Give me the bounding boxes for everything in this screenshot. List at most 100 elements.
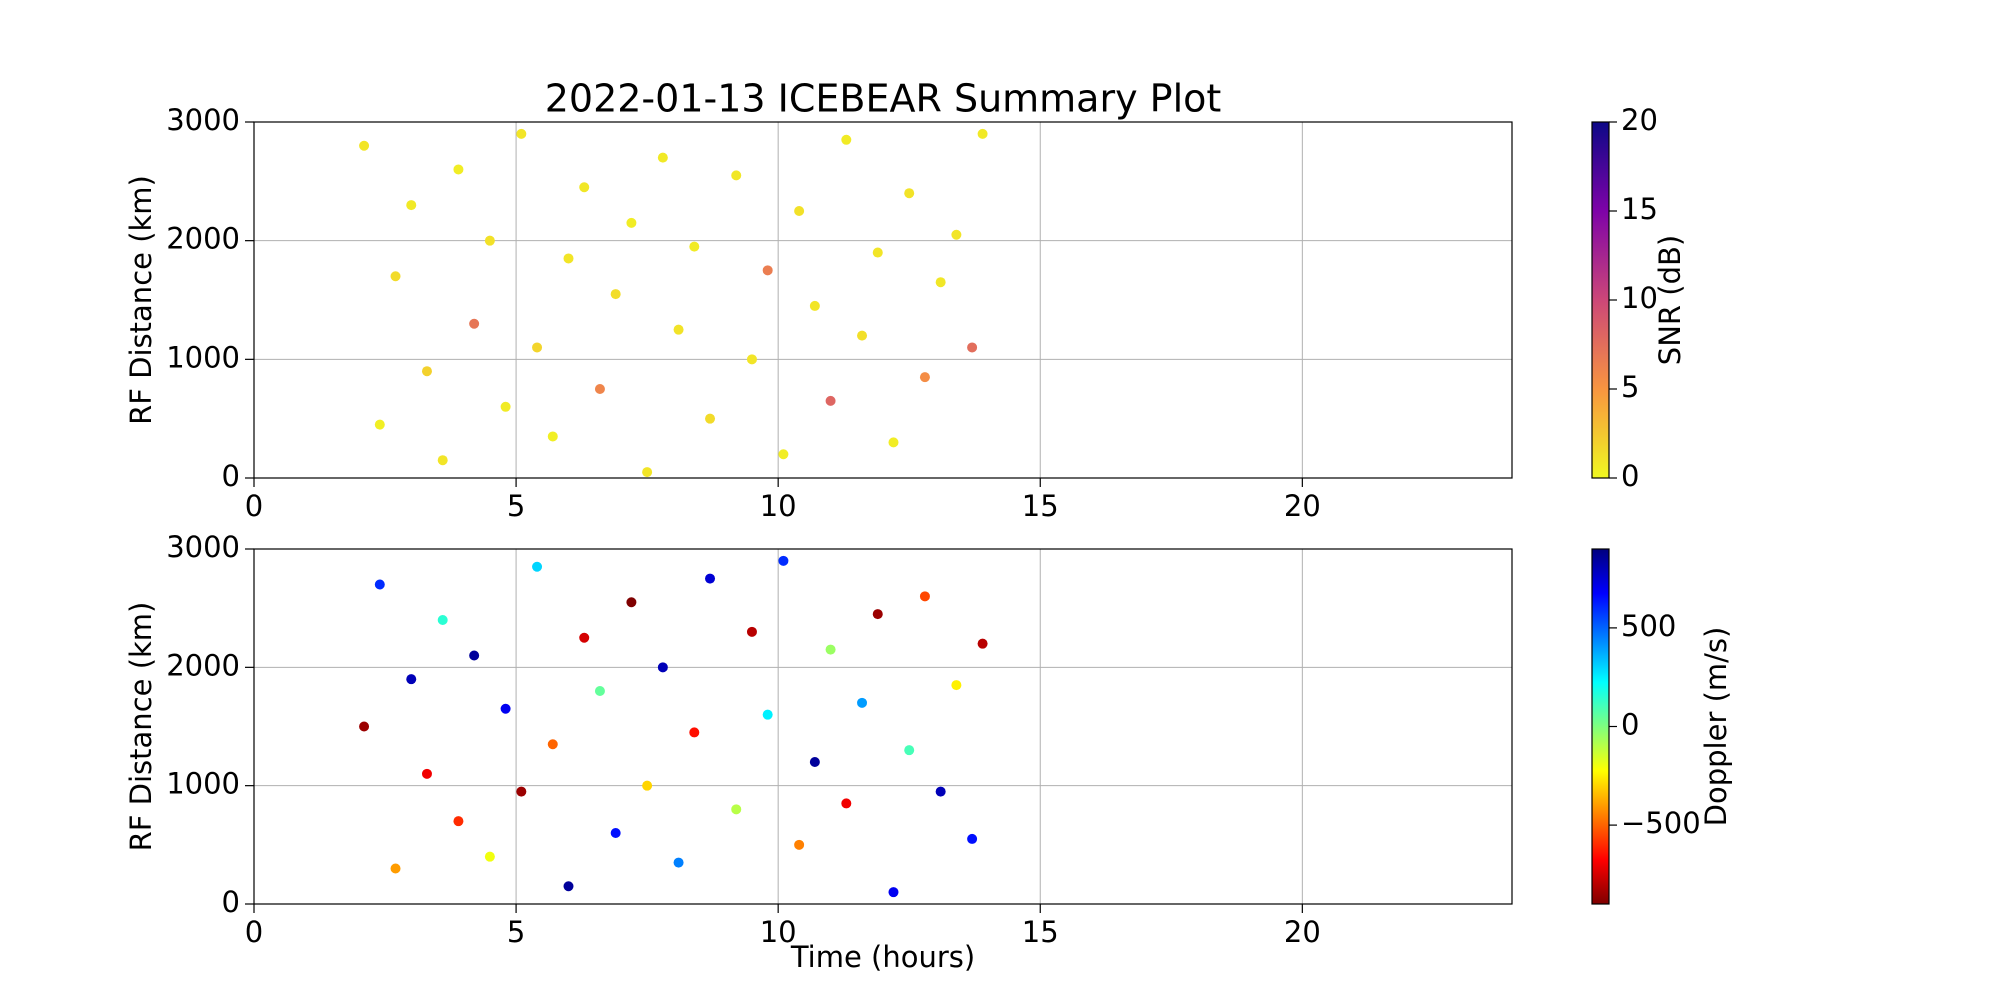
point (547, 431, 558, 442)
y-tick-label: 0 (222, 459, 240, 493)
point (469, 318, 480, 329)
point (579, 182, 590, 193)
colorbar-tick-label: −500 (1621, 806, 1701, 840)
point (857, 330, 868, 341)
point (794, 206, 805, 216)
point (935, 786, 946, 797)
y-tick-label: 1000 (166, 767, 240, 801)
y-tick-label: 3000 (166, 530, 240, 564)
colorbar (1591, 121, 1610, 479)
y-tick-label: 0 (222, 885, 240, 919)
plot-frame (253, 121, 1513, 479)
point (516, 786, 527, 797)
point (390, 863, 401, 874)
point (626, 217, 637, 228)
point (919, 372, 930, 383)
y-axis-label: RF Distance (km) (124, 175, 158, 425)
point (705, 413, 716, 424)
point (453, 816, 464, 827)
point (673, 857, 684, 868)
point (809, 300, 820, 311)
point (673, 324, 684, 335)
point (762, 265, 773, 276)
colorbar-tick-label: 15 (1621, 192, 1658, 226)
point (469, 650, 480, 661)
point (888, 887, 899, 898)
point (406, 200, 417, 211)
point (825, 395, 836, 406)
colorbar-label: Doppler (m/s) (1699, 627, 1733, 827)
x-tick-label: 20 (1284, 915, 1321, 949)
point (872, 247, 883, 258)
point (421, 366, 432, 377)
point (359, 140, 370, 151)
x-tick-label: 10 (760, 489, 797, 523)
point (919, 591, 930, 602)
point (731, 170, 742, 181)
point (689, 727, 700, 738)
point (563, 253, 574, 264)
point (904, 745, 915, 756)
point (977, 638, 988, 649)
point (778, 555, 789, 566)
point (841, 134, 852, 145)
point (888, 437, 899, 448)
plot-frame (253, 548, 1513, 905)
x-tick-label: 20 (1284, 489, 1321, 523)
x-tick-label: 5 (507, 915, 525, 949)
point (967, 342, 978, 353)
point (809, 757, 820, 767)
x-axis-label: Time (hours) (790, 940, 975, 974)
point (746, 354, 757, 365)
point (825, 644, 836, 655)
point (657, 152, 668, 163)
y-tick-label: 3000 (166, 103, 240, 137)
colorbar-tick-label: 5 (1621, 370, 1639, 404)
point (484, 235, 495, 246)
point (642, 780, 653, 791)
point (390, 271, 401, 282)
colorbar-tick-label: 0 (1621, 459, 1639, 493)
point (532, 561, 543, 572)
point (594, 384, 605, 394)
point (453, 164, 464, 175)
x-tick-label: 15 (1022, 489, 1059, 523)
point (406, 674, 417, 685)
point (977, 128, 988, 139)
x-tick-label: 0 (245, 915, 263, 949)
point (746, 626, 757, 637)
point (857, 697, 868, 708)
colorbar-tick-label: 20 (1621, 103, 1658, 137)
y-tick-label: 1000 (166, 340, 240, 374)
x-tick-label: 10 (760, 915, 797, 949)
point (594, 686, 605, 696)
point (794, 839, 805, 850)
point (516, 128, 527, 139)
x-tick-label: 15 (1022, 915, 1059, 949)
point (421, 768, 432, 779)
point (778, 449, 789, 460)
point (374, 579, 385, 590)
point (657, 662, 668, 673)
x-tick-label: 0 (245, 489, 263, 523)
point (904, 188, 915, 199)
point (579, 632, 590, 643)
point (500, 703, 511, 714)
colorbar-tick-label: 500 (1621, 609, 1676, 643)
point (547, 739, 558, 750)
point (731, 804, 742, 815)
point (689, 241, 700, 252)
point (484, 851, 495, 862)
point (563, 881, 574, 892)
point (359, 721, 370, 732)
point (762, 709, 773, 720)
point (610, 289, 621, 300)
y-tick-label: 2000 (166, 648, 240, 682)
colorbar-tick-label: 10 (1621, 281, 1658, 315)
point (374, 419, 385, 430)
point (532, 342, 543, 353)
x-tick-label: 5 (507, 489, 525, 523)
point (705, 573, 716, 584)
y-tick-label: 2000 (166, 222, 240, 256)
